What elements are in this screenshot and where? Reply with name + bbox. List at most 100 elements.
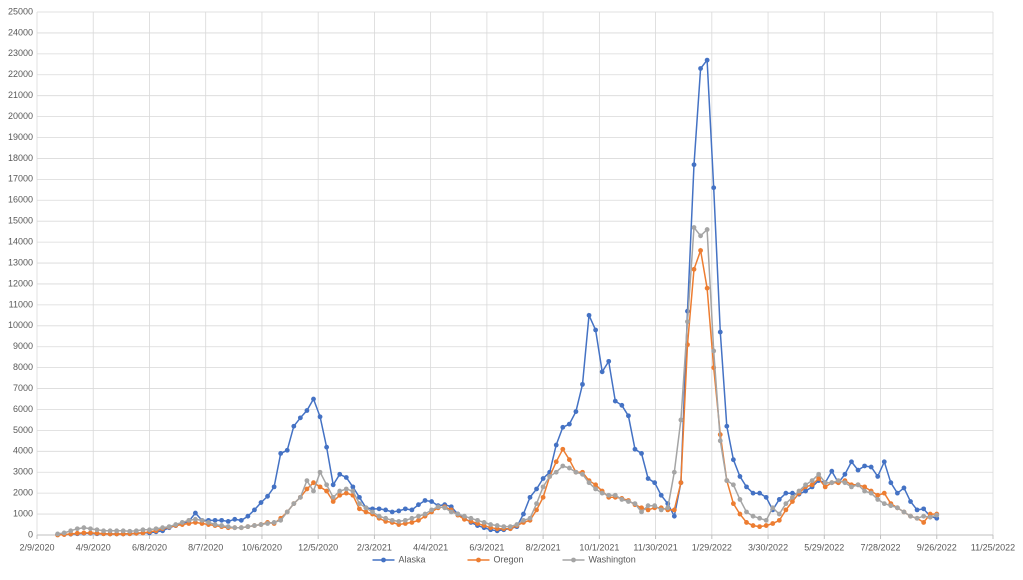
data-point: [324, 482, 330, 488]
data-point: [337, 488, 343, 494]
data-point: [790, 494, 795, 500]
data-point: [363, 505, 369, 511]
data-point: [895, 505, 900, 511]
x-tick-label: 12/5/2020: [298, 542, 338, 552]
data-point: [691, 266, 697, 272]
data-point: [796, 488, 802, 494]
data-point: [658, 492, 664, 498]
data-point: [698, 248, 703, 253]
data-point: [74, 530, 80, 536]
data-point: [429, 507, 434, 513]
data-point: [258, 522, 264, 527]
data-point: [81, 525, 87, 531]
y-tick-label: 14000: [8, 236, 33, 246]
data-point: [599, 490, 605, 496]
data-point: [488, 522, 494, 527]
data-point: [409, 507, 415, 513]
data-point: [422, 511, 428, 517]
y-tick-label: 0: [28, 529, 33, 539]
data-point: [330, 499, 336, 504]
data-point: [521, 517, 526, 523]
data-point: [835, 478, 841, 484]
data-point: [868, 490, 874, 496]
data-point: [173, 522, 179, 527]
y-tick-label: 12000: [8, 278, 33, 288]
data-point: [540, 476, 546, 481]
data-point: [803, 482, 808, 488]
data-point: [829, 468, 835, 474]
data-point: [652, 480, 658, 486]
data-point: [357, 506, 362, 512]
data-point: [849, 484, 854, 490]
data-point: [566, 457, 572, 463]
y-tick-label: 17000: [8, 174, 33, 184]
data-point: [665, 505, 671, 511]
x-tick-label: 7/28/2022: [861, 542, 901, 552]
data-point: [383, 515, 389, 521]
data-point: [763, 517, 769, 523]
data-point: [238, 525, 244, 531]
data-point: [639, 451, 644, 456]
data-point: [402, 517, 408, 523]
data-point: [776, 497, 782, 502]
series-line: [57, 58, 938, 536]
data-point: [521, 511, 526, 517]
data-point: [540, 494, 546, 500]
x-tick-label: 10/6/2020: [242, 542, 282, 552]
data-point: [265, 493, 270, 499]
data-point: [232, 525, 238, 531]
data-point: [757, 490, 763, 496]
data-point: [297, 494, 303, 500]
data-point: [357, 501, 362, 507]
data-point: [724, 478, 730, 484]
data-point: [612, 398, 618, 404]
data-point: [730, 501, 736, 507]
legend-marker: [381, 557, 386, 563]
data-point: [750, 513, 756, 519]
data-point: [573, 409, 579, 414]
data-point: [783, 501, 789, 507]
x-tick-label: 6/3/2021: [469, 542, 504, 552]
data-point: [81, 530, 87, 536]
data-point: [586, 480, 592, 486]
data-point: [685, 319, 690, 325]
data-point: [921, 506, 927, 512]
data-point: [514, 522, 520, 527]
data-point: [573, 469, 579, 475]
data-point: [252, 507, 257, 513]
data-point: [639, 505, 644, 511]
data-point: [343, 490, 349, 496]
y-tick-label: 2000: [13, 488, 33, 498]
data-point: [409, 515, 415, 521]
data-point: [553, 459, 559, 465]
data-point: [822, 484, 828, 490]
data-point: [691, 225, 697, 230]
data-point: [809, 482, 815, 488]
data-point: [127, 528, 133, 534]
data-point: [357, 494, 362, 500]
y-tick-label: 9000: [13, 341, 33, 351]
data-point: [330, 482, 336, 488]
x-tick-label: 3/30/2022: [748, 542, 788, 552]
y-tick-label: 4000: [13, 446, 33, 456]
data-point: [225, 519, 231, 524]
y-tick-label: 7000: [13, 383, 33, 393]
y-tick-label: 19000: [8, 132, 33, 142]
y-tick-label: 25000: [8, 6, 33, 16]
data-point: [881, 459, 887, 465]
data-point: [730, 482, 736, 488]
data-point: [914, 515, 920, 521]
data-point: [133, 528, 139, 534]
data-point: [744, 484, 749, 490]
data-point: [166, 524, 172, 530]
data-point: [698, 66, 703, 71]
data-point: [61, 530, 67, 536]
data-point: [829, 480, 835, 486]
data-point: [101, 528, 106, 534]
data-point: [435, 504, 441, 510]
data-point: [717, 438, 723, 444]
y-tick-label: 21000: [8, 90, 33, 100]
x-tick-label: 9/26/2022: [917, 542, 957, 552]
data-point: [914, 507, 920, 513]
